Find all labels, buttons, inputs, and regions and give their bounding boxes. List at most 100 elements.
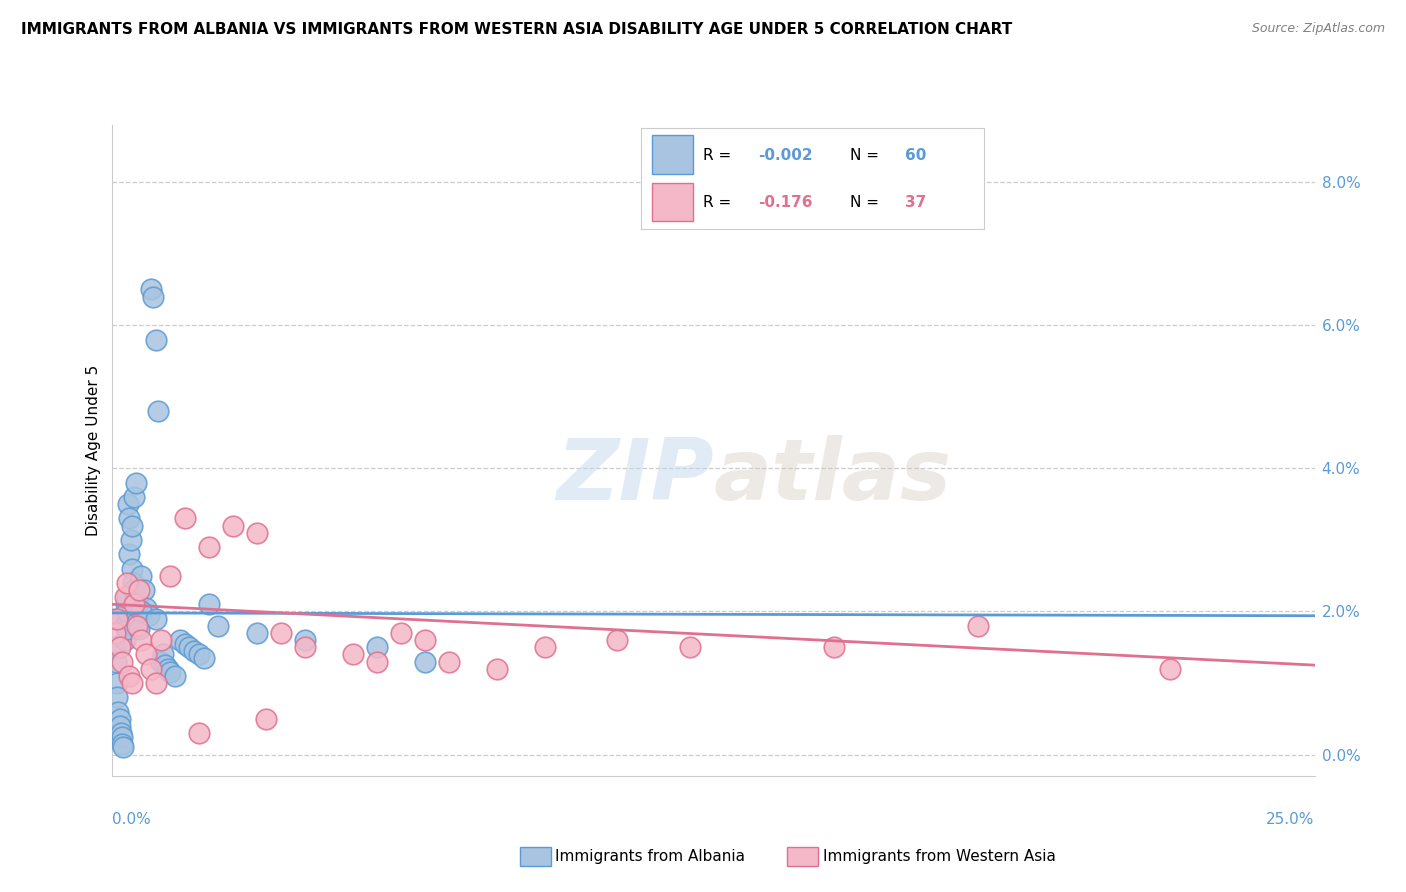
Point xyxy=(149,633,172,648)
Point xyxy=(132,582,155,597)
Point xyxy=(117,497,139,511)
Point xyxy=(107,705,129,719)
Point xyxy=(105,612,128,626)
Point xyxy=(104,612,127,626)
Point xyxy=(131,568,153,582)
Point xyxy=(108,712,131,726)
Point xyxy=(1159,662,1181,676)
Point xyxy=(139,283,162,297)
Point xyxy=(366,640,388,655)
Point xyxy=(131,633,153,648)
Point xyxy=(173,511,195,525)
Point xyxy=(115,623,138,637)
Point xyxy=(193,651,215,665)
Point xyxy=(413,655,436,669)
Point xyxy=(104,626,127,640)
Y-axis label: Disability Age Under 5: Disability Age Under 5 xyxy=(86,365,101,536)
Point xyxy=(294,633,316,648)
Point xyxy=(197,540,219,554)
Point xyxy=(606,633,628,648)
Point xyxy=(145,333,167,347)
Point xyxy=(121,518,143,533)
Text: Source: ZipAtlas.com: Source: ZipAtlas.com xyxy=(1251,22,1385,36)
Point xyxy=(183,644,205,658)
Text: 25.0%: 25.0% xyxy=(1267,812,1315,827)
Point xyxy=(142,290,165,304)
Point xyxy=(114,590,136,604)
Point xyxy=(122,490,145,504)
Point xyxy=(173,637,195,651)
Point xyxy=(112,740,135,755)
Point xyxy=(115,597,138,611)
Point xyxy=(128,582,150,597)
Point xyxy=(104,640,127,655)
Point xyxy=(149,655,172,669)
Point xyxy=(108,719,131,733)
Point xyxy=(169,633,191,648)
Point xyxy=(342,648,364,662)
Point xyxy=(145,612,167,626)
Point xyxy=(188,726,211,740)
Point xyxy=(121,561,143,575)
Point xyxy=(108,640,131,655)
Point xyxy=(823,640,845,655)
Point xyxy=(159,568,181,582)
Point xyxy=(115,604,138,618)
Point xyxy=(114,619,136,633)
Point xyxy=(437,655,460,669)
Point xyxy=(125,608,148,623)
Text: ZIP: ZIP xyxy=(555,435,713,518)
Point xyxy=(146,404,169,418)
Point xyxy=(135,648,157,662)
Point xyxy=(125,619,148,633)
Point xyxy=(207,619,229,633)
Point xyxy=(120,533,142,547)
Point xyxy=(111,730,134,744)
Point xyxy=(159,665,181,680)
Point xyxy=(254,712,277,726)
Point xyxy=(678,640,700,655)
Point xyxy=(118,511,141,525)
Point xyxy=(389,626,412,640)
Point xyxy=(138,608,160,623)
Point xyxy=(128,623,150,637)
Point xyxy=(124,475,146,490)
Point xyxy=(188,648,211,662)
Point xyxy=(122,582,145,597)
Point xyxy=(111,737,134,751)
Point xyxy=(197,597,219,611)
Point xyxy=(121,676,143,690)
Text: Immigrants from Western Asia: Immigrants from Western Asia xyxy=(823,849,1056,863)
Point xyxy=(105,655,128,669)
Point xyxy=(413,633,436,648)
Point xyxy=(155,658,177,673)
Point xyxy=(110,726,132,740)
Point xyxy=(222,518,245,533)
Point xyxy=(118,547,141,561)
Point xyxy=(366,655,388,669)
Point xyxy=(294,640,316,655)
Point xyxy=(121,575,143,590)
Point xyxy=(118,669,141,683)
Point xyxy=(111,655,134,669)
Text: 0.0%: 0.0% xyxy=(112,812,152,827)
Point xyxy=(127,615,149,630)
Point xyxy=(179,640,201,655)
Point xyxy=(534,640,557,655)
Point xyxy=(122,597,145,611)
Point xyxy=(152,648,174,662)
Text: atlas: atlas xyxy=(713,435,952,518)
Point xyxy=(967,619,990,633)
Point xyxy=(139,662,162,676)
Text: IMMIGRANTS FROM ALBANIA VS IMMIGRANTS FROM WESTERN ASIA DISABILITY AGE UNDER 5 C: IMMIGRANTS FROM ALBANIA VS IMMIGRANTS FR… xyxy=(21,22,1012,37)
Text: Immigrants from Albania: Immigrants from Albania xyxy=(555,849,745,863)
Point xyxy=(125,593,148,607)
Point xyxy=(246,525,269,540)
Point xyxy=(115,590,138,604)
Point xyxy=(114,633,136,648)
Point xyxy=(486,662,509,676)
Point xyxy=(246,626,269,640)
Point xyxy=(105,690,128,705)
Point xyxy=(145,676,167,690)
Point xyxy=(270,626,292,640)
